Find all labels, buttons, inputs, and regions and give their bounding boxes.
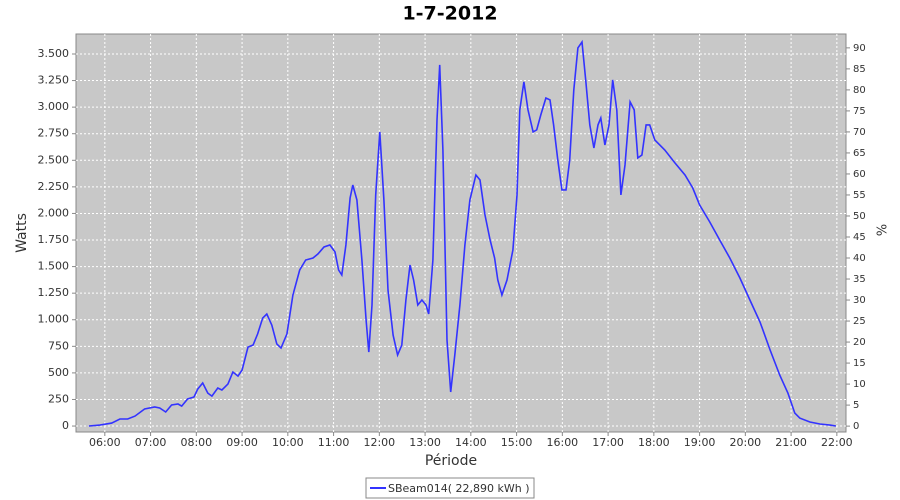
y-tick-label: 2.500 <box>38 153 70 166</box>
chart-title: 1-7-2012 <box>402 3 497 25</box>
y-tick-label: 750 <box>48 339 69 352</box>
x-tick-label: 12:00 <box>363 436 395 449</box>
x-tick-label: 19:00 <box>684 436 716 449</box>
y2-tick-label: 80 <box>853 85 866 96</box>
y-tick-label: 1.500 <box>38 260 70 273</box>
x-tick-label: 15:00 <box>501 436 533 449</box>
y-tick-label: 3.250 <box>38 74 70 87</box>
legend-label: SBeam014( 22,890 kWh ) <box>388 482 530 495</box>
x-tick-label: 11:00 <box>318 436 350 449</box>
y2-tick-label: 85 <box>853 64 866 75</box>
x-axis-label: Période <box>425 453 477 469</box>
y-tick-label: 1.750 <box>38 233 70 246</box>
x-tick-label: 21:00 <box>775 436 807 449</box>
x-tick-label: 07:00 <box>135 436 167 449</box>
y-tick-label: 2.000 <box>38 206 70 219</box>
y-tick-label: 3.000 <box>38 100 70 113</box>
legend <box>365 477 535 499</box>
x-tick-label: 17:00 <box>592 436 624 449</box>
y2-tick-label: 70 <box>853 127 866 138</box>
y2-tick-label: 55 <box>853 190 866 201</box>
x-tick-label: 22:00 <box>821 436 853 449</box>
x-tick-label: 06:00 <box>89 436 121 449</box>
y2-tick-label: 25 <box>853 316 866 327</box>
y-tick-label: 500 <box>48 366 69 379</box>
y2-tick-label: 20 <box>853 337 866 348</box>
x-tick-label: 09:00 <box>226 436 258 449</box>
y2-axis-label: % <box>873 224 888 236</box>
y2-tick-label: 15 <box>853 358 866 369</box>
plot-area <box>75 33 847 433</box>
y-tick-label: 2.250 <box>38 180 70 193</box>
y-axis-label: Watts <box>14 213 30 253</box>
y2-tick-label: 75 <box>853 106 866 117</box>
x-tick-label: 20:00 <box>729 436 761 449</box>
x-tick-label: 10:00 <box>272 436 304 449</box>
y2-tick-label: 45 <box>853 232 866 243</box>
y2-tick-label: 65 <box>853 148 866 159</box>
y2-tick-label: 50 <box>853 211 866 222</box>
y2-tick-label: 10 <box>853 379 866 390</box>
y2-tick-label: 90 <box>853 43 866 54</box>
y2-tick-label: 0 <box>853 421 859 432</box>
x-tick-label: 16:00 <box>546 436 578 449</box>
x-tick-label: 13:00 <box>409 436 441 449</box>
y2-tick-label: 5 <box>853 400 859 411</box>
y2-tick-label: 40 <box>853 253 866 264</box>
y-tick-label: 2.750 <box>38 127 70 140</box>
y-tick-label: 1.250 <box>38 286 70 299</box>
x-tick-label: 18:00 <box>638 436 670 449</box>
y2-tick-label: 35 <box>853 274 866 285</box>
y-tick-label: 3.500 <box>38 47 70 60</box>
y-tick-label: 1.000 <box>38 313 70 326</box>
data-line <box>88 39 837 427</box>
y-tick-label: 250 <box>48 392 69 405</box>
y2-tick-label: 30 <box>853 295 866 306</box>
x-tick-label: 08:00 <box>180 436 212 449</box>
y2-tick-label: 60 <box>853 169 866 180</box>
x-tick-label: 14:00 <box>455 436 487 449</box>
y-tick-label: 0 <box>62 419 69 432</box>
